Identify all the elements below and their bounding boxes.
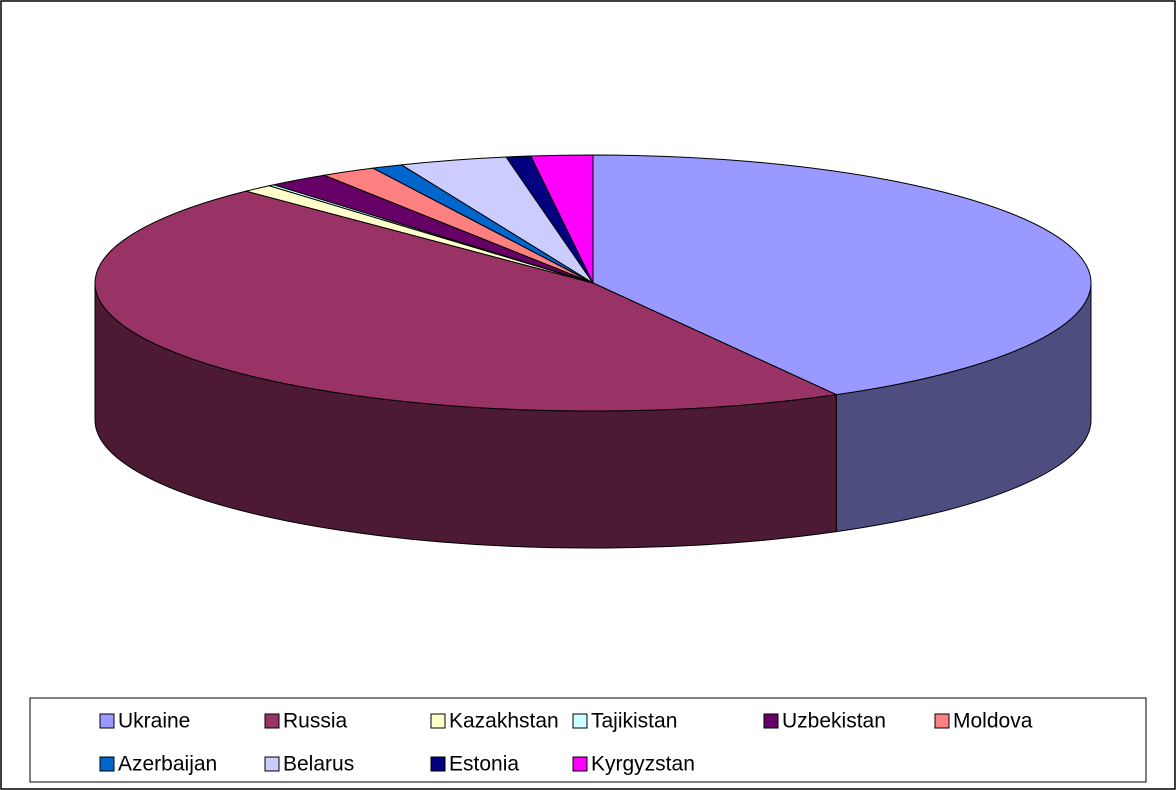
legend-label: Moldova: [953, 710, 1033, 733]
legend-label: Kazakhstan: [449, 710, 559, 733]
legend-swatch: [572, 713, 588, 729]
legend-label: Ukraine: [118, 710, 190, 733]
legend: Ukraine Russia Kazakhstan Tajikistan Uzbekis…: [99, 710, 1033, 776]
legend-label: Tajikistan: [591, 710, 677, 733]
legend-box: [29, 697, 1147, 783]
pie-slice: [529, 154, 594, 284]
legend-swatch: [430, 713, 446, 729]
legend-swatch: [572, 756, 588, 772]
legend-swatch: [264, 713, 280, 729]
legend-swatch: [99, 713, 115, 729]
legend-label: Kyrgyzstan: [591, 753, 695, 776]
legend-label: Belarus: [283, 753, 354, 776]
legend-label: Estonia: [449, 753, 519, 776]
pie-slice: [592, 154, 1092, 396]
legend-label: Azerbaijan: [118, 753, 217, 776]
legend-swatch: [430, 756, 446, 772]
legend-label: Uzbekistan: [782, 710, 886, 733]
pie-slice: [94, 190, 839, 412]
legend-swatch: [99, 756, 115, 772]
legend-swatch: [264, 756, 280, 772]
legend-swatch: [763, 713, 779, 729]
legend-label: Russia: [283, 710, 348, 733]
legend-swatch: [934, 713, 950, 729]
pie: [94, 154, 1092, 549]
